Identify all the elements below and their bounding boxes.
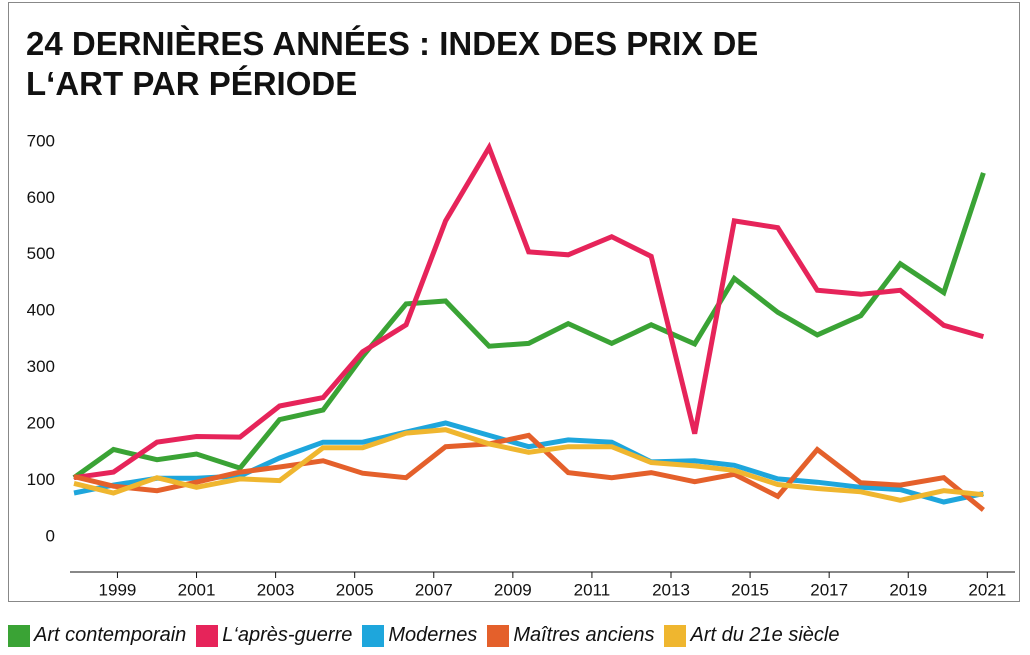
legend-label: Modernes: [388, 624, 478, 646]
x-tick-label: 2001: [178, 580, 216, 599]
y-tick-label: 600: [27, 188, 55, 207]
legend-label: L‘après-guerre: [222, 624, 353, 646]
legend-label: Maîtres anciens: [513, 624, 655, 646]
x-tick-label: 2017: [810, 580, 848, 599]
y-tick-label: 500: [27, 244, 55, 263]
series-line: [73, 427, 984, 503]
y-tick-label: 0: [46, 526, 55, 545]
legend-item: Art contemporain: [8, 624, 186, 647]
series-line: [73, 141, 985, 481]
legend-label: Art contemporain: [34, 624, 187, 646]
series-line: [72, 172, 986, 480]
legend-swatch: [196, 624, 219, 647]
y-tick-label: 200: [27, 414, 55, 433]
x-tick-label: 2015: [731, 580, 769, 599]
chart-frame: [8, 2, 1020, 602]
legend-swatch: [664, 624, 687, 647]
chart-title: 24 DERNIÈRES ANNÉES : INDEX DES PRIX DE …: [26, 25, 759, 102]
legend-item: Art du 21e siècle: [664, 624, 839, 647]
y-tick-label: 700: [27, 131, 55, 150]
x-tick-label: 2021: [968, 580, 1006, 599]
chart: 0 100 200 300 400 500 600 700 1999 2001 2003 2005 20…: [27, 131, 1015, 599]
y-tick-label: 400: [27, 301, 55, 320]
y-tick-label: 100: [27, 470, 55, 489]
legend-swatch: [487, 624, 510, 647]
y-tick-label: 300: [27, 357, 55, 376]
x-tick-label: 2005: [336, 580, 374, 599]
x-tick-label: 2003: [257, 580, 295, 599]
x-tick-label: 2013: [652, 580, 690, 599]
legend-item: L‘après-guerre: [196, 624, 352, 647]
series-line: [73, 432, 985, 512]
x-tick-label: 2009: [494, 580, 532, 599]
legend: Art contemporain L‘après-guerre Modernes Ma…: [8, 624, 839, 647]
legend-label: Art du 21e siècle: [690, 624, 840, 646]
legend-swatch: [8, 624, 30, 647]
legend-item: Modernes: [362, 624, 477, 647]
x-tick-label: 2019: [889, 580, 927, 599]
legend-item: Maîtres anciens: [487, 624, 654, 647]
x-tick-label: 1999: [99, 580, 137, 599]
x-tick-label: 2007: [415, 580, 453, 599]
x-tick-label: 2011: [574, 580, 611, 599]
legend-swatch: [362, 624, 385, 647]
